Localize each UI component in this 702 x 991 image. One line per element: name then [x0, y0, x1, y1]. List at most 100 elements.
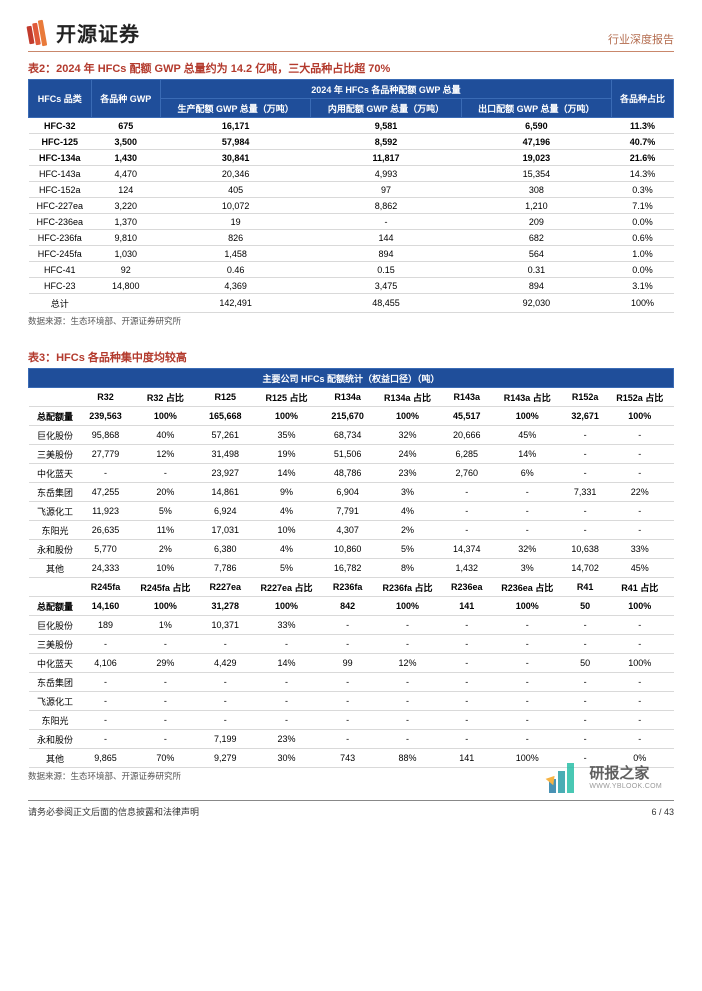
table-row: HFC-236ea1,37019-2090.0%: [29, 214, 674, 230]
table3-col-header: R227ea 占比: [249, 578, 323, 597]
footer-disclaimer: 请务必参阅正文后面的信息披露和法律声明: [28, 805, 199, 818]
table3-col-header: R134a: [324, 388, 372, 407]
table-cell: 3.1%: [612, 278, 674, 294]
logo: 开源证券: [28, 18, 140, 47]
table-cell: -: [443, 711, 490, 730]
table-cell: HFC-125: [29, 134, 92, 150]
table-cell: 6,904: [324, 483, 372, 502]
table3-col-header: R152a: [564, 388, 606, 407]
table-cell: -: [606, 521, 674, 540]
table3-col-header: [29, 388, 82, 407]
table-row: HFC-143a4,47020,3464,99315,35414.3%: [29, 166, 674, 182]
table-cell: 17,031: [201, 521, 249, 540]
table-cell: 68,734: [324, 426, 372, 445]
table-row: 总配额量239,563100%165,668100%215,670100%45,…: [29, 407, 674, 426]
footer-page-number: 6 / 43: [651, 807, 674, 817]
table-cell: 4,993: [311, 166, 461, 182]
table-cell: -: [249, 711, 323, 730]
table-cell: HFC-236ea: [29, 214, 92, 230]
table-cell: 21.6%: [612, 150, 674, 166]
table3-col-header: R143a: [443, 388, 490, 407]
table-cell: 4%: [249, 540, 323, 559]
table-cell: 14,374: [443, 540, 490, 559]
table-cell: 0.15: [311, 262, 461, 278]
table-cell: 894: [311, 246, 461, 262]
table-cell: 743: [324, 749, 372, 768]
table-cell: 23,927: [201, 464, 249, 483]
table-cell: -: [443, 673, 490, 692]
table-cell: 1,430: [91, 150, 160, 166]
table-cell: 9%: [249, 483, 323, 502]
table-cell: 100%: [606, 407, 674, 426]
table-cell: -: [324, 730, 372, 749]
table-cell: 215,670: [324, 407, 372, 426]
table-row: HFC-236fa9,8108261446820.6%: [29, 230, 674, 246]
table-row: 其他24,33310%7,7865%16,7828%1,4323%14,7024…: [29, 559, 674, 578]
table-row: 飞源化工----------: [29, 692, 674, 711]
table-cell: 14.3%: [612, 166, 674, 182]
table-cell: 2%: [130, 540, 201, 559]
table-cell: 三美股份: [29, 635, 82, 654]
table-cell: 100%: [372, 597, 443, 616]
table-cell: 14,800: [91, 278, 160, 294]
table-cell: 100%: [490, 597, 564, 616]
table-cell: 11%: [130, 521, 201, 540]
table-cell: -: [249, 635, 323, 654]
table-cell: HFC-152a: [29, 182, 92, 198]
table-cell: -: [130, 730, 201, 749]
table-cell: -: [443, 521, 490, 540]
table-row: 飞源化工11,9235%6,9244%7,7914%----: [29, 502, 674, 521]
table3-col-header: R152a 占比: [606, 388, 674, 407]
table-cell: 9,865: [81, 749, 129, 768]
table-cell: -: [564, 635, 606, 654]
table-cell: 308: [461, 182, 611, 198]
table-cell: 6,380: [201, 540, 249, 559]
table-cell: 东阳光: [29, 711, 82, 730]
table-cell: 894: [461, 278, 611, 294]
table3-col-header: R134a 占比: [372, 388, 443, 407]
table-cell: HFC-23: [29, 278, 92, 294]
table-cell: -: [201, 692, 249, 711]
table-cell: 4,470: [91, 166, 160, 182]
table-cell: -: [606, 692, 674, 711]
table-cell: 东岳集团: [29, 673, 82, 692]
table-cell: 3%: [372, 483, 443, 502]
table-cell: 35%: [249, 426, 323, 445]
table-cell: 47,255: [81, 483, 129, 502]
table-cell: 88%: [372, 749, 443, 768]
table-cell: -: [564, 445, 606, 464]
table-cell: 14,861: [201, 483, 249, 502]
table-cell: 总配额量: [29, 407, 82, 426]
watermark: 研报之家 WWW.YBLOOK.COM: [549, 759, 662, 793]
table-cell: 巨化股份: [29, 426, 82, 445]
table2: HFCs 品类各品种 GWP2024 年 HFCs 各品种配额 GWP 总量各品…: [28, 79, 674, 313]
table-cell: -: [490, 635, 564, 654]
table-cell: 11,923: [81, 502, 129, 521]
table-cell: 10%: [130, 559, 201, 578]
table-cell: 842: [324, 597, 372, 616]
table-cell: 6,590: [461, 118, 611, 134]
table-cell: HFC-41: [29, 262, 92, 278]
table-cell: -: [372, 711, 443, 730]
table-cell: -: [324, 616, 372, 635]
table-cell: 5%: [372, 540, 443, 559]
table3-col-header: R143a 占比: [490, 388, 564, 407]
table-cell: 23%: [249, 730, 323, 749]
table-cell: 飞源化工: [29, 692, 82, 711]
table-cell: 564: [461, 246, 611, 262]
table3-col-header: R41 占比: [606, 578, 674, 597]
table-cell: 东岳集团: [29, 483, 82, 502]
table-cell: -: [564, 616, 606, 635]
page-header: 开源证券 行业深度报告: [28, 18, 674, 52]
table-cell: -: [606, 445, 674, 464]
table-cell: -: [490, 502, 564, 521]
table-cell: 1,370: [91, 214, 160, 230]
table-row: 东阳光26,63511%17,03110%4,3072%----: [29, 521, 674, 540]
table-cell: 14%: [490, 445, 564, 464]
table-cell: 20,346: [160, 166, 310, 182]
table-cell: 4,307: [324, 521, 372, 540]
table-cell: 97: [311, 182, 461, 198]
table-cell: -: [564, 673, 606, 692]
table-cell: 45,517: [443, 407, 490, 426]
table-cell: 9,279: [201, 749, 249, 768]
